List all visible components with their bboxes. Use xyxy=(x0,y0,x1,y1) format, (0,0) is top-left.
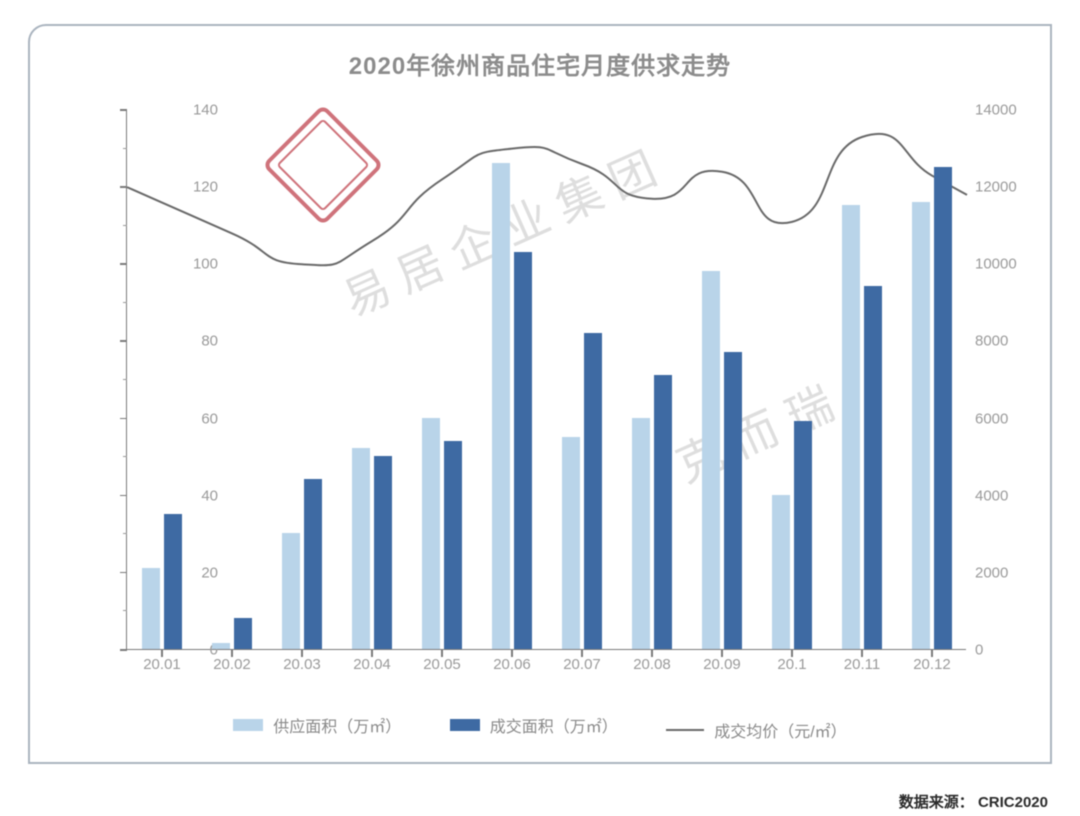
bar-deal xyxy=(654,375,672,649)
bar-deal xyxy=(724,352,742,649)
legend-label-deal: 成交面积（万㎡） xyxy=(490,713,618,737)
bar-deal xyxy=(374,456,392,649)
y-left-tick-label: 80 xyxy=(158,333,218,350)
bar-supply xyxy=(352,448,370,649)
y-right-tick-label: 10000 xyxy=(975,256,1045,273)
legend-line-price xyxy=(666,729,704,731)
y-left-tick-label: 100 xyxy=(158,256,218,273)
legend-swatch-supply xyxy=(233,719,263,731)
legend-item-deal: 成交面积（万㎡） xyxy=(450,713,618,737)
x-tick-label: 20.02 xyxy=(197,656,267,673)
y-right-tick-label: 2000 xyxy=(975,564,1045,581)
plot-area: 0204060801001201400200040006000800010000… xyxy=(126,110,966,650)
x-tick-label: 20.05 xyxy=(407,656,477,673)
x-tick-label: 20.04 xyxy=(337,656,407,673)
x-tick-label: 20.07 xyxy=(547,656,617,673)
bar-deal xyxy=(304,479,322,649)
bar-deal xyxy=(444,441,462,649)
bar-supply xyxy=(772,495,790,649)
data-source: 数据来源： CRIC2020 xyxy=(899,791,1048,812)
legend-label-price: 成交均价（元/㎡） xyxy=(714,718,846,742)
bar-deal xyxy=(864,286,882,649)
x-tick-label: 20.11 xyxy=(827,656,897,673)
source-value: CRIC2020 xyxy=(978,794,1048,811)
y-left-tick-label: 60 xyxy=(158,410,218,427)
legend: 供应面积（万㎡） 成交面积（万㎡） 成交均价（元/㎡） xyxy=(30,713,1050,742)
bar-supply xyxy=(912,202,930,649)
bar-deal xyxy=(234,618,252,649)
x-tick-label: 20.1 xyxy=(757,656,827,673)
bar-supply xyxy=(492,163,510,649)
y-right-tick-label: 6000 xyxy=(975,410,1045,427)
y-right-tick-label: 4000 xyxy=(975,487,1045,504)
y-right-tick-label: 0 xyxy=(975,642,1045,659)
source-prefix: 数据来源： xyxy=(899,794,974,811)
x-tick-label: 20.12 xyxy=(897,656,967,673)
y-left-tick-label: 140 xyxy=(158,102,218,119)
y-right-tick-label: 8000 xyxy=(975,333,1045,350)
price-line xyxy=(127,134,967,265)
legend-item-price: 成交均价（元/㎡） xyxy=(666,718,846,742)
bar-supply xyxy=(212,643,230,649)
bar-supply xyxy=(282,533,300,649)
legend-swatch-deal xyxy=(450,719,480,731)
bar-supply xyxy=(632,418,650,649)
bar-supply xyxy=(702,271,720,649)
x-tick-label: 20.09 xyxy=(687,656,757,673)
bar-supply xyxy=(422,418,440,649)
x-tick-label: 20.06 xyxy=(477,656,547,673)
price-line-layer xyxy=(127,110,967,650)
legend-label-supply: 供应面积（万㎡） xyxy=(273,713,401,737)
bar-deal xyxy=(934,167,952,649)
chart-title: 2020年徐州商品住宅月度供求走势 xyxy=(30,46,1050,81)
bar-deal xyxy=(584,333,602,649)
x-tick-label: 20.01 xyxy=(127,656,197,673)
x-tick-label: 20.08 xyxy=(617,656,687,673)
y-right-tick-label: 14000 xyxy=(975,102,1045,119)
bar-deal xyxy=(164,514,182,649)
bar-deal xyxy=(514,252,532,649)
bar-supply xyxy=(142,568,160,649)
y-right-tick-label: 12000 xyxy=(975,179,1045,196)
y-left-tick-label: 40 xyxy=(158,487,218,504)
x-tick-label: 20.03 xyxy=(267,656,337,673)
y-left-tick-label: 120 xyxy=(158,179,218,196)
bar-supply xyxy=(562,437,580,649)
bar-deal xyxy=(794,421,812,649)
legend-item-supply: 供应面积（万㎡） xyxy=(233,713,401,737)
bar-supply xyxy=(842,205,860,649)
chart-frame: 2020年徐州商品住宅月度供求走势 易居企业集团 克而瑞 02040608010… xyxy=(28,24,1052,764)
